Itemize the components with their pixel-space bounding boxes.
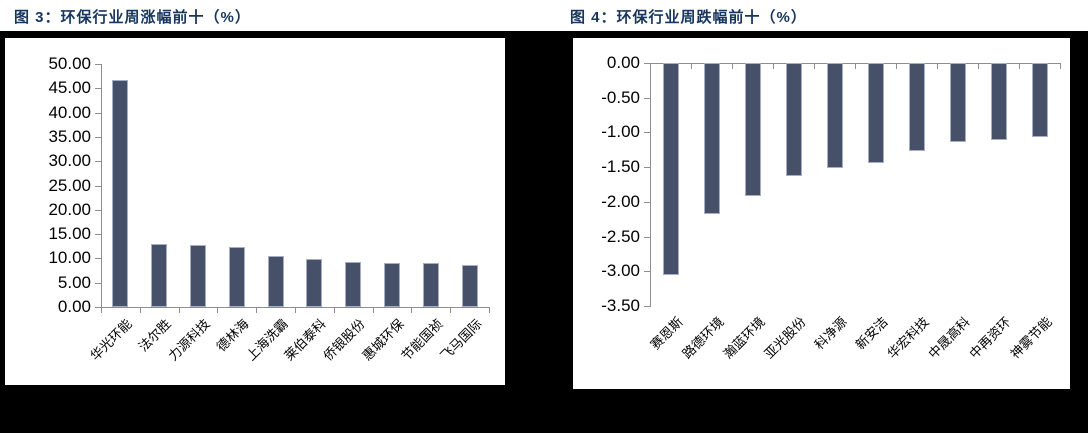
x-tick <box>295 307 296 313</box>
y-tick-label: 30.00 <box>48 151 91 170</box>
bar-莱伯泰科 <box>306 259 322 307</box>
x-tick <box>373 307 374 313</box>
y-tick-label: 50.00 <box>48 54 91 73</box>
y-tick-label: 45.00 <box>48 78 91 97</box>
y-tick-label: 5.00 <box>57 273 91 292</box>
figure-3-chart: 50.00 45.00 40.00 35.00 30.00 25.00 20.00 15.00… <box>5 38 505 385</box>
x-tick <box>217 307 218 313</box>
bar-飞马国际 <box>462 265 478 307</box>
x-tick <box>732 63 733 69</box>
y-tick <box>95 113 101 114</box>
x-tick <box>489 307 490 313</box>
title-strip: 图 3：环保行业周涨幅前十（%） 图 4：环保行业周跌幅前十（%） <box>0 0 1088 31</box>
bar-惠城环保 <box>384 263 400 307</box>
x-tick <box>978 63 979 69</box>
x-tick <box>334 307 335 313</box>
x-tick <box>411 307 412 313</box>
x-tick <box>650 63 651 69</box>
y-tick-label: 20.00 <box>48 200 91 219</box>
y-tick-label: -1.00 <box>601 122 640 141</box>
y-tick-label: -3.00 <box>601 261 640 280</box>
figure-3-title: 图 3：环保行业周涨幅前十（%） <box>14 9 251 26</box>
y-tick-label: 35.00 <box>48 127 91 146</box>
x-tick <box>814 63 815 69</box>
y-tick <box>95 258 101 259</box>
x-tick <box>256 307 257 313</box>
y-tick <box>95 210 101 211</box>
y-tick <box>644 306 650 307</box>
y-tick-label: 10.00 <box>48 248 91 267</box>
y-tick-label: -2.00 <box>601 192 640 211</box>
y-tick <box>95 88 101 89</box>
x-tick <box>179 307 180 313</box>
y-tick-label: 0.00 <box>606 53 640 72</box>
y-tick <box>95 64 101 65</box>
y-tick <box>644 271 650 272</box>
y-tick <box>644 202 650 203</box>
y-tick <box>95 137 101 138</box>
bar-华宏科技 <box>909 63 925 151</box>
bar-神雾节能 <box>1032 63 1048 137</box>
bar-赛恩斯 <box>663 63 679 275</box>
y-tick-label: -2.50 <box>601 227 640 246</box>
y-tick-label: 40.00 <box>48 103 91 122</box>
bar-法尔胜 <box>151 244 167 307</box>
y-tick <box>95 234 101 235</box>
bar-亚光股份 <box>786 63 802 176</box>
y-tick <box>95 186 101 187</box>
bar-中再资环 <box>991 63 1007 140</box>
x-tick <box>937 63 938 69</box>
y-tick-label: -0.50 <box>601 88 640 107</box>
y-tick-label: 25.00 <box>48 176 91 195</box>
y-tick-label: -3.50 <box>601 296 640 315</box>
bar-中晟高科 <box>950 63 966 142</box>
figure-4-chart: 0.00 -0.50 -1.00 -1.50 -2.00 -2.50 -3.00 -3.50 赛… <box>573 38 1070 389</box>
bar-路德环境 <box>704 63 720 214</box>
y-tick-label: 15.00 <box>48 224 91 243</box>
y-tick <box>644 167 650 168</box>
x-tick <box>101 307 102 313</box>
bar-科净源 <box>827 63 843 168</box>
x-tick <box>855 63 856 69</box>
y-tick <box>95 161 101 162</box>
y-tick <box>95 283 101 284</box>
bar-节能国祯 <box>423 263 439 307</box>
x-tick <box>140 307 141 313</box>
bar-瀚蓝环境 <box>745 63 761 196</box>
y-axis <box>101 64 102 308</box>
y-tick <box>644 237 650 238</box>
bar-侨银股份 <box>345 262 361 307</box>
x-tick <box>1060 63 1061 69</box>
x-tick <box>1019 63 1020 69</box>
figure-4-title: 图 4：环保行业周跌幅前十（%） <box>570 9 807 26</box>
y-tick <box>644 98 650 99</box>
y-tick-label: -1.50 <box>601 157 640 176</box>
x-tick <box>773 63 774 69</box>
bar-华光环能 <box>112 80 128 307</box>
x-tick <box>896 63 897 69</box>
bar-力源科技 <box>190 245 206 307</box>
y-tick <box>644 132 650 133</box>
bar-德林海 <box>229 247 245 307</box>
x-tick <box>450 307 451 313</box>
y-tick-label: 0.00 <box>57 297 91 316</box>
y-tick <box>95 307 101 308</box>
y-axis <box>650 63 651 307</box>
x-tick <box>691 63 692 69</box>
bar-新安洁 <box>868 63 884 163</box>
bar-上海洗霸 <box>268 256 284 307</box>
y-tick <box>644 63 650 64</box>
